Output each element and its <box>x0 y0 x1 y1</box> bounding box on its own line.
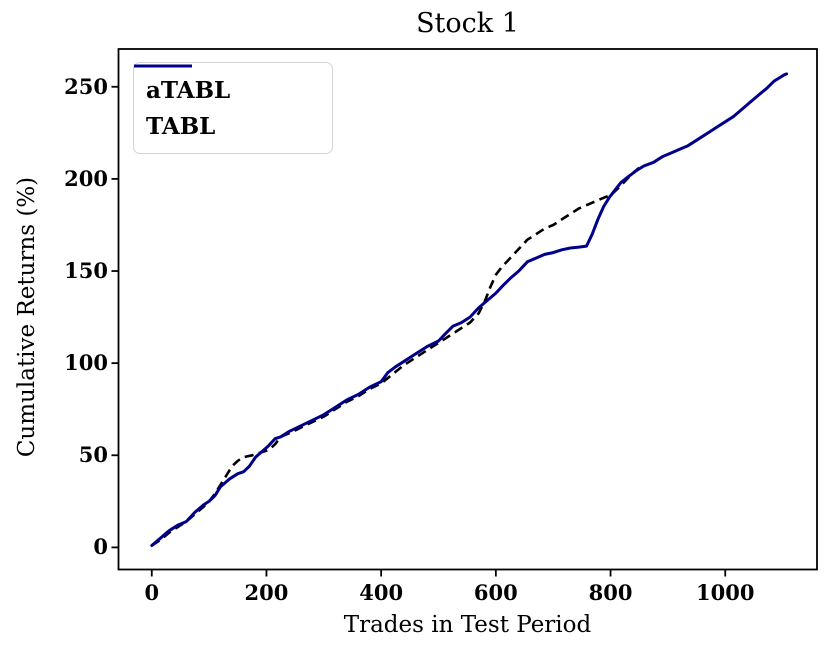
x-tick-label: 1000 <box>696 579 755 605</box>
legend-entry-atabl: aTABL <box>134 64 320 108</box>
x-tick-label: 800 <box>588 579 633 605</box>
chart-title: Stock 1 <box>416 8 519 39</box>
legend-label-atabl: aTABL <box>146 76 231 104</box>
y-axis-label: Cumulative Returns (%) <box>14 176 40 458</box>
axes-box <box>117 48 818 571</box>
y-tick-label: 200 <box>64 165 108 191</box>
x-tick-label: 400 <box>359 579 404 605</box>
y-tick-label: 250 <box>64 73 108 99</box>
y-tick-label: 150 <box>64 258 108 284</box>
y-tick-label: 50 <box>78 442 108 468</box>
tabl-line <box>150 72 789 547</box>
legend-entry-tabl: TABL <box>134 64 320 144</box>
legend-label-tabl: TABL <box>146 112 216 140</box>
x-axis-label: Trades in Test Period <box>343 612 592 638</box>
x-tick-label: 600 <box>473 579 518 605</box>
legend: aTABL TABL <box>133 62 333 154</box>
x-tick-label: 200 <box>244 579 289 605</box>
tick-marks <box>111 85 727 577</box>
y-tick-label: 0 <box>93 534 108 560</box>
atabl-line <box>151 166 641 547</box>
x-tick-label: 0 <box>144 579 160 605</box>
tabl-solid-line-sample <box>134 64 192 68</box>
y-tick-label: 100 <box>64 350 108 376</box>
